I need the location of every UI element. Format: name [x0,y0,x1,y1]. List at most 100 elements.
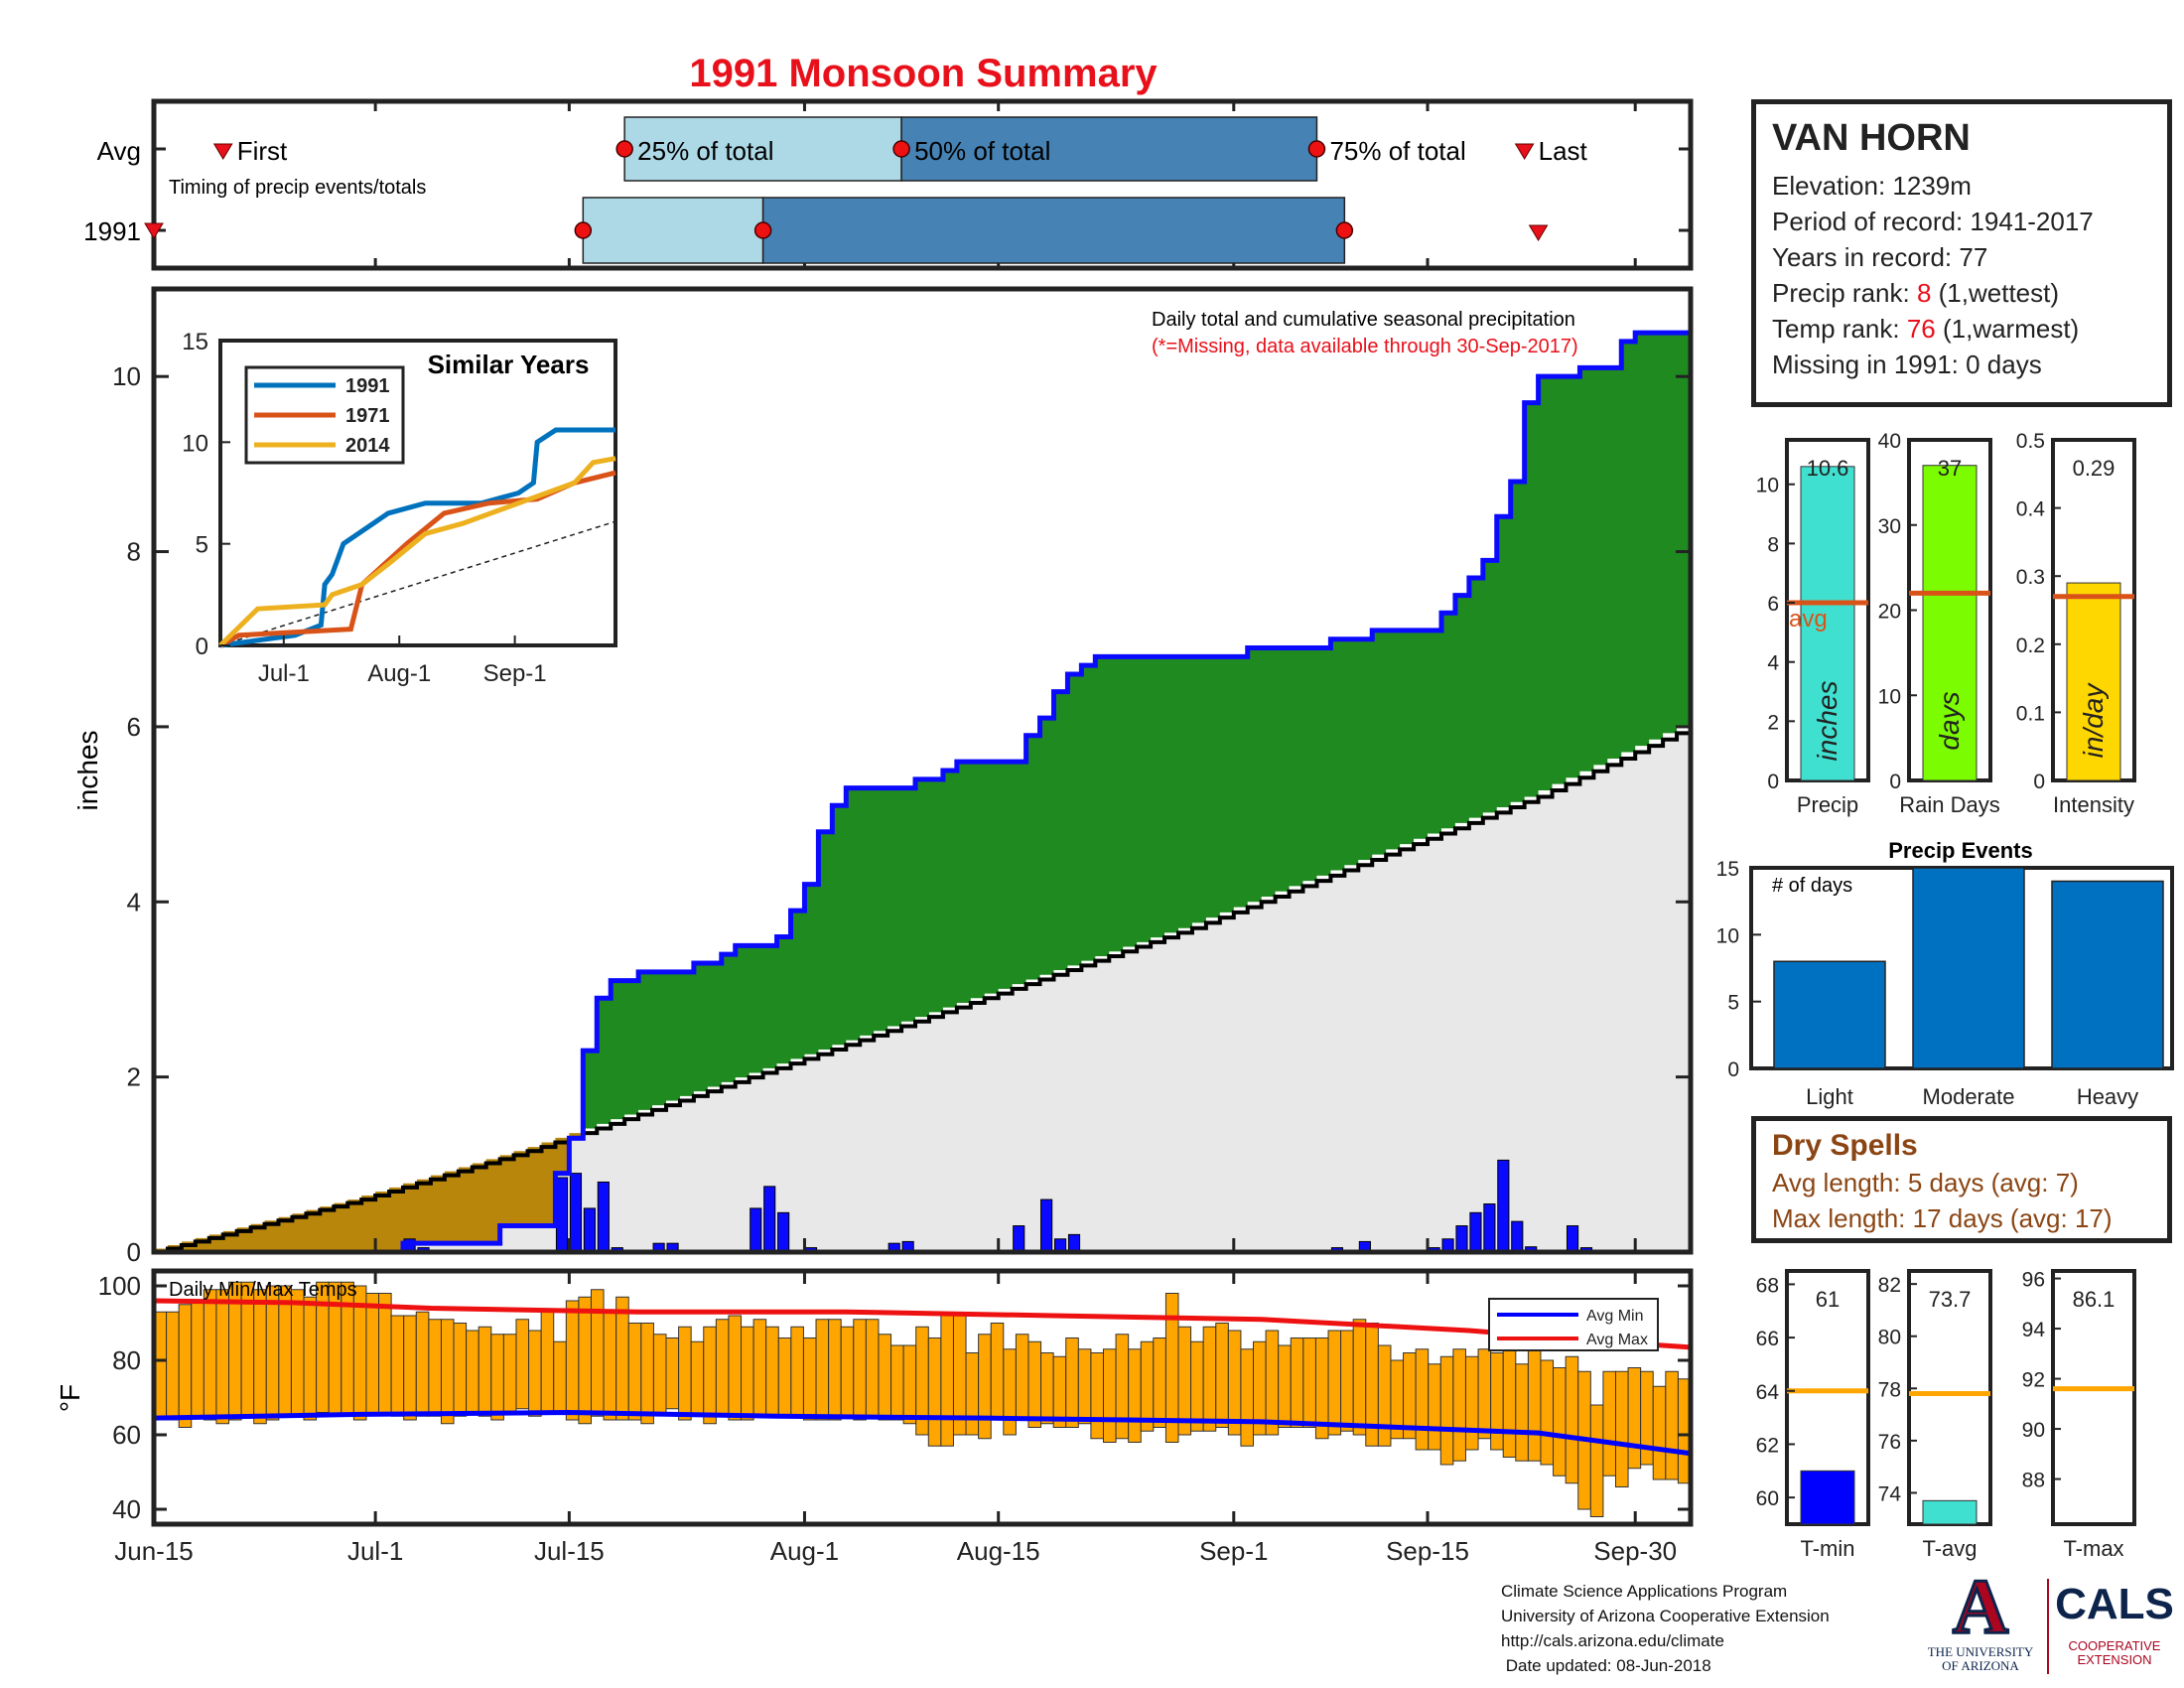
temp-range-bar [728,1315,743,1421]
panel-y-tick-label: 66 [1756,1328,1779,1350]
temps-y-tick-label: 80 [112,1345,141,1375]
panel-name-T-avg: T-avg [1922,1536,1977,1561]
temp-range-bar [166,1311,180,1421]
temp-range-bar [578,1296,592,1425]
temp-range-bar [1477,1348,1492,1440]
inset-y-tick-label: 0 [196,633,208,660]
panel-value-label-T-avg: 73.7 [1929,1287,1972,1312]
ua-block-a-logo: A [1953,1571,2008,1649]
temp-range-bar [1602,1370,1616,1477]
inset-series-1991 [219,427,615,648]
temp-range-bar [927,1337,942,1447]
temp-range-bar [590,1289,605,1417]
panel-y-tick-label: 88 [2022,1470,2045,1492]
inset-x-tick-label: Aug-1 [367,660,431,687]
temp-range-bar [1665,1370,1679,1480]
temp-range-bar [965,1352,980,1436]
daily-precip-bar [1483,1203,1496,1253]
events-bar-Moderate [1912,867,2025,1069]
temp-range-bar [1240,1348,1255,1447]
panel-y-tick-label: 0 [1767,771,1779,793]
similar-years-inset: 0 5 10 15 Jul-1 Aug-1 Sep-1 Similar Years 1991… [182,329,617,687]
panel-y-tick-label: 20 [1878,601,1901,624]
daily-precip-bar [569,1173,583,1253]
temps-title: Daily Min/Max Temps [169,1279,357,1301]
temp-range-bar [1452,1348,1466,1462]
temp-range-bar [1540,1359,1555,1466]
temp-range-bar [390,1315,405,1417]
temps-y-tick-label: 100 [98,1271,141,1301]
x-tick-label-Jul-1: Jul-1 [347,1536,403,1566]
events-bar-Heavy [2051,880,2164,1069]
temp-range-bar [565,1300,580,1421]
ua-logo-line-2: OF ARIZONA [1942,1658,2019,1673]
year-p25-marker [574,221,593,239]
station-elevation: Elevation: 1239m [1772,171,1972,201]
temp-range-bar [466,1330,479,1413]
station-precip-rank: Precip rank: 8 (1,wettest) [1772,275,2151,311]
panel-y-tick-label: 80 [1878,1327,1901,1349]
panel-y-tick-label: 76 [1878,1431,1901,1454]
daily-precip-bar [1013,1225,1025,1253]
cumulative-1991-line [154,324,1694,1255]
temp-range-bar [253,1289,267,1425]
timing-markers [144,140,1549,241]
temps-y-ticks: 40 60 80 100 [98,1271,1691,1524]
temp-range-bar [528,1330,542,1417]
temp-range-bar [540,1311,555,1413]
cals-logo-line-1: COOPERATIVE [2069,1638,2161,1653]
panel-y-tick-label: 40 [1878,430,1901,453]
panel-y-tick-label: 0.4 [2016,498,2046,521]
events-category-Moderate: Moderate [1923,1084,2015,1109]
temps-plot-area [153,1281,1692,1517]
dry-spells-title: Dry Spells [1772,1129,1918,1162]
temp-range-bar [1327,1330,1342,1436]
panel-unit-Precip: inches [1812,681,1843,762]
inset-legend-label: 1991 [345,375,390,397]
panel-value-label-Precip: 10.6 [1807,456,1849,481]
panel-y-tick-label: 92 [2022,1369,2045,1392]
avg-min-line [153,1409,1692,1457]
panel-y-tick-label: 90 [2022,1419,2045,1442]
temp-range-bar [1090,1352,1104,1440]
panel-frame-T-max [2051,1269,2136,1526]
panel-y-tick-label: 2 [1767,711,1779,734]
year-row-label: 1991 [83,216,141,246]
inset-avg-dashed-line [219,520,616,646]
temp-range-bar [902,1344,917,1425]
inset-legend-label: 1971 [345,405,390,427]
temp-range-bar [303,1296,318,1421]
avg-row-label: Avg [97,136,141,166]
temp-range-bar [1290,1337,1304,1428]
inset-plot-area [218,427,616,648]
temp-range-bar [1153,1337,1166,1428]
station-period: Period of record: 1941-2017 [1772,207,2094,236]
inset-series-2014 [218,456,616,647]
events-y-tick-label: 15 [1716,858,1739,881]
temp-range-bar [215,1289,230,1425]
inset-y-tick-label: 5 [196,532,208,559]
station-name: VAN HORN [1772,117,1971,159]
panel-y-tick-label: 10 [1756,475,1779,497]
p75-label: 75% of total [1329,136,1465,166]
inset-ticks: 0 5 10 15 Jul-1 Aug-1 Sep-1 [182,329,546,687]
temp-range-bar [203,1289,217,1421]
credits-line-2: University of Arizona Cooperative Extens… [1501,1607,1830,1625]
x-tick-label-Sep-1: Sep-1 [1199,1536,1268,1566]
station-temp-rank: Temp rank: 76 (1,warmest) [1772,311,2151,347]
temp-range-bar [502,1334,517,1413]
temp-range-bar [1065,1337,1079,1428]
x-axis-labels: Jun-15 Jul-1 Jul-15 Aug-1 Aug-15 Sep-1 Sep-15 S… [114,1536,1677,1566]
events-category-Light: Light [1806,1084,1853,1109]
temp-range-bar [1589,1404,1604,1517]
precip-rank-value: 8 [1916,278,1932,308]
main-y-label: inches [72,731,103,811]
main-y-tick-label: 0 [127,1237,141,1267]
temp-range-bar [1377,1344,1392,1447]
temps-y-tick-label: 40 [112,1494,141,1524]
temp-rank-suffix: (1,warmest) [1935,314,2080,344]
temp-range-bar [1102,1348,1117,1443]
avg-cumulative-fill [154,726,1691,1252]
panel-name-Intensity: Intensity [2053,792,2134,817]
